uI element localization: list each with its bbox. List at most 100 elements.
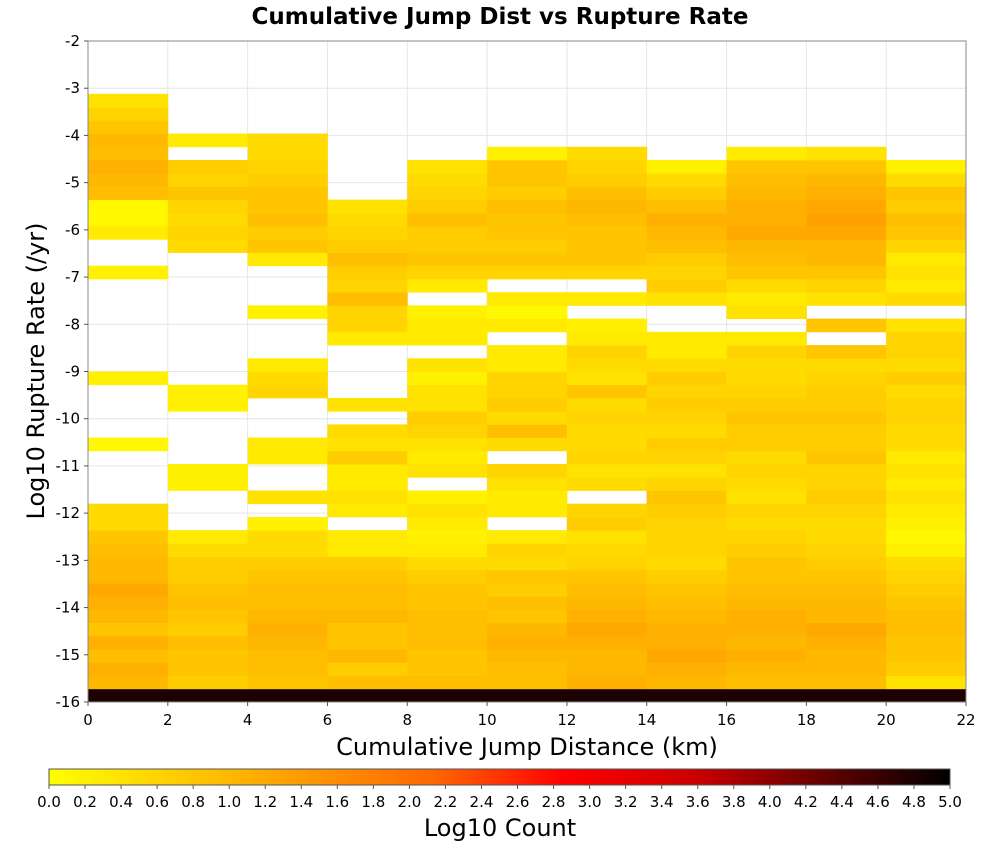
colorbar-tick-label: 4.8 [902,793,926,811]
y-tick-label: -7 [65,268,80,286]
heatmap-cell [726,569,807,584]
heatmap-cell [806,186,887,201]
heatmap-cell [726,556,807,571]
heatmap-cell [167,556,249,571]
heatmap-cell [806,159,887,174]
heatmap-cell [646,464,727,478]
heatmap-cell [247,516,328,531]
heatmap-cell [806,318,887,333]
heatmap-cell [566,437,648,452]
heatmap-cell [88,226,169,240]
heatmap-cell [407,530,488,544]
heatmap-cell [247,173,328,187]
heatmap-cell [407,596,488,610]
heatmap-cell [886,278,967,293]
x-tick-label: 16 [717,711,736,729]
heatmap-cell [886,530,967,544]
heatmap-cell [646,265,727,280]
heatmap-cell [247,199,328,214]
heatmap-cell [407,252,488,267]
heatmap-cell [487,424,568,438]
heatmap-cell [407,609,488,624]
heatmap-cell [407,516,488,531]
heatmap-cell [487,635,568,650]
heatmap-cell [726,688,807,703]
heatmap-cell [806,437,887,452]
heatmap-cell [566,411,648,425]
heatmap-cell [407,543,488,557]
heatmap-cell [327,437,408,452]
heatmap-cell [646,662,727,676]
heatmap-cell [327,318,408,333]
heatmap-cell [566,596,648,610]
y-tick-label: -16 [56,693,81,711]
heatmap-cell [327,199,408,214]
heatmap-cell [487,556,568,571]
colorbar-tick-label: 0.2 [73,793,97,811]
heatmap-cell [566,239,648,253]
heatmap-cell [327,292,408,306]
colorbar-tick-label: 0.4 [109,793,133,811]
heatmap-cell [566,265,648,280]
heatmap-cell [247,358,328,372]
heatmap-cell [167,688,249,703]
heatmap-cell [487,173,568,187]
heatmap-cell [247,450,328,465]
heatmap-cell [167,397,249,412]
heatmap-cell [247,569,328,584]
colorbar-tick-label: 0.0 [37,793,61,811]
heatmap-cell [726,437,807,452]
x-tick-label: 2 [163,711,173,729]
x-tick-label: 22 [956,711,975,729]
heatmap-cell [88,146,169,161]
heatmap-cell [726,199,807,214]
heatmap-cell [407,199,488,214]
heatmap-cell [88,437,169,452]
colorbar-tick-label: 1.2 [253,793,277,811]
heatmap-cell [327,556,408,571]
heatmap-cell [247,688,328,703]
heatmap-cell [247,622,328,637]
y-tick-label: -12 [56,504,81,522]
heatmap-cell [487,159,568,174]
y-tick-label: -3 [65,79,80,97]
heatmap-cell [327,226,408,240]
heatmap-cell [726,331,807,346]
heatmap-cell [566,345,648,359]
heatmap-cell [247,530,328,544]
heatmap-cell [487,477,568,491]
heatmap-cell [806,543,887,557]
heatmap-cell [88,543,169,557]
colorbar-tick-label: 3.2 [614,793,638,811]
y-tick-label: -6 [65,221,80,239]
heatmap-cell [407,649,488,663]
heatmap-cell [167,596,249,610]
heatmap-cell [646,516,727,531]
heatmap-cell [726,424,807,438]
heatmap-cell [88,569,169,584]
heatmap-cell [327,450,408,465]
heatmap-cell [886,159,967,174]
heatmap-cell [247,212,328,227]
heatmap-cell [167,212,249,227]
heatmap-cell [88,688,169,703]
heatmap-cell [726,662,807,676]
heatmap-cell [487,305,568,320]
heatmap-cell [726,477,807,491]
heatmap-cell [726,464,807,478]
heatmap-cell [88,199,169,214]
heatmap-cell [407,331,488,346]
heatmap-cell [167,239,249,253]
heatmap-cell [327,490,408,505]
heatmap-cell [566,146,648,161]
heatmap-cell [886,345,967,359]
heatmap-cell [327,609,408,624]
heatmap-cell [327,675,408,690]
heatmap-cell [726,265,807,280]
heatmap-cell [487,318,568,333]
heatmap-cell [88,186,169,201]
x-tick-label: 12 [557,711,576,729]
heatmap-cell [646,490,727,505]
heatmap-cell [566,371,648,386]
y-tick-label: -15 [56,646,81,664]
